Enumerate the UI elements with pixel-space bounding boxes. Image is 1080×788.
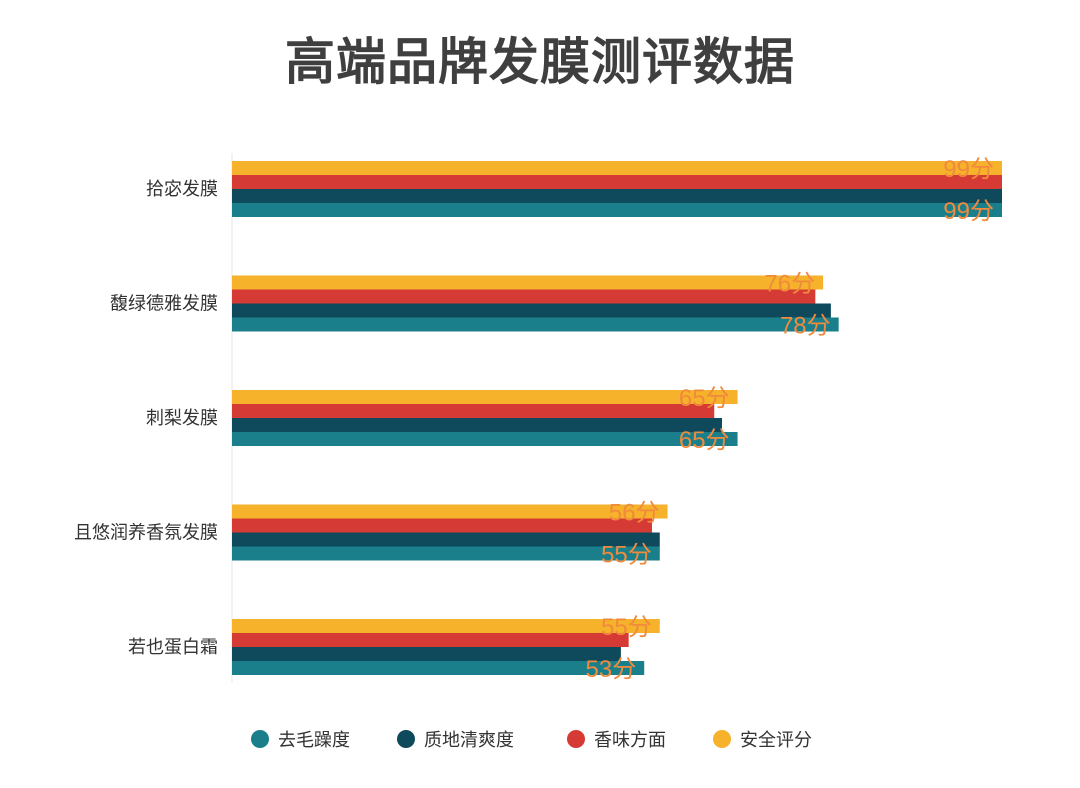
- bar: [232, 418, 722, 432]
- bar: [232, 661, 645, 675]
- data-label: 99分: [943, 198, 994, 225]
- data-label: 53分: [586, 656, 637, 683]
- legend-label: 安全评分: [740, 730, 812, 751]
- bar: [232, 532, 660, 547]
- legend-marker: [251, 730, 269, 748]
- data-label: 76分: [764, 271, 815, 298]
- category-label: 馥绿德雅发膜: [110, 294, 218, 315]
- data-label: 78分: [780, 313, 831, 340]
- data-label: 65分: [679, 427, 730, 454]
- bar: [232, 390, 738, 404]
- data-label: 55分: [601, 542, 652, 569]
- bar: [232, 504, 668, 519]
- legend-label: 质地清爽度: [424, 730, 514, 751]
- bar: [232, 404, 715, 418]
- chart-title: 高端品牌发膜测评数据: [285, 33, 795, 91]
- category-label: 拾宓发膜: [146, 179, 218, 200]
- bar: [232, 619, 660, 633]
- legend-marker: [713, 730, 731, 748]
- legend-marker: [397, 730, 415, 748]
- category-label: 刺梨发膜: [146, 408, 218, 429]
- bar: [232, 203, 1002, 217]
- data-label: 99分: [943, 156, 994, 183]
- category-label: 且悠润养香氛发膜: [74, 523, 218, 544]
- bar: [232, 518, 652, 533]
- bar: [232, 303, 831, 318]
- bar: [232, 546, 660, 561]
- legend-label: 香味方面: [594, 730, 666, 751]
- bar: [232, 432, 738, 446]
- bar: [232, 275, 824, 290]
- bar: [232, 161, 1002, 175]
- data-label: 55分: [601, 614, 652, 641]
- legend-label: 去毛躁度: [278, 730, 350, 751]
- bar: [232, 189, 1002, 203]
- bar: [232, 633, 629, 647]
- bar: [232, 317, 839, 332]
- legend-marker: [567, 730, 585, 748]
- bar: [232, 175, 1002, 189]
- data-label: 56分: [609, 500, 660, 527]
- bar: [232, 647, 621, 661]
- data-label: 65分: [679, 385, 730, 412]
- bar: [232, 289, 816, 304]
- category-label: 若也蛋白霜: [128, 637, 218, 658]
